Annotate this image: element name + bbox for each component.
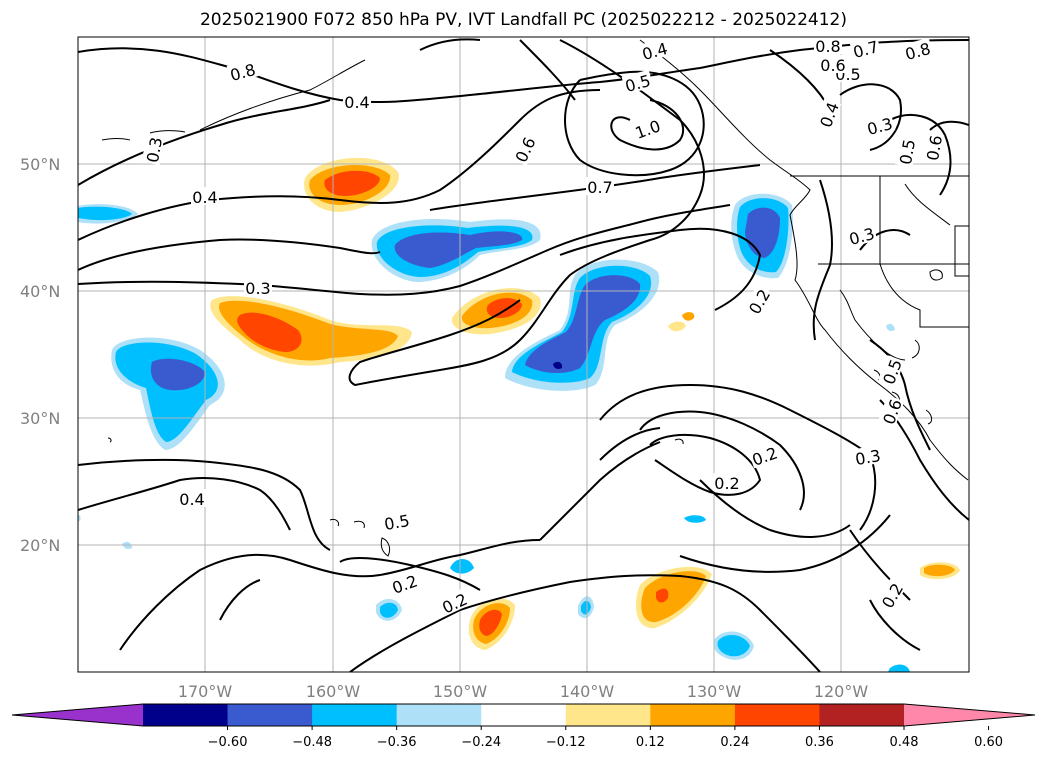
contour-label: 0.5 <box>896 138 919 166</box>
colorbar-segment <box>396 704 482 726</box>
colorbar-tick-label: 0.48 <box>890 735 919 750</box>
contour-label-bg <box>852 444 884 468</box>
negative-anomaly-coast <box>731 193 793 279</box>
negative-anomaly-central <box>505 259 660 391</box>
lon-label: 120°W <box>814 682 869 701</box>
colorbar-tick-label: −0.48 <box>292 735 332 750</box>
contour-label-bg <box>876 578 907 612</box>
contour-label: 0.3 <box>245 279 270 298</box>
contour-label: 0.5 <box>383 511 411 534</box>
contour-label: 0.2 <box>714 474 739 493</box>
colorbar-segment <box>650 704 736 726</box>
map-frame <box>77 36 970 673</box>
colorbar-segment <box>819 704 905 726</box>
contour-label-bg <box>921 132 945 164</box>
lat-label: 50°N <box>20 155 60 174</box>
shading-layer <box>78 157 960 672</box>
negative-anomaly-left-edge <box>78 204 138 224</box>
contour-label-bg <box>814 37 842 54</box>
lon-label: 170°W <box>178 682 233 701</box>
colorbar-outline <box>11 703 1036 727</box>
contour-label-bg <box>748 441 781 469</box>
colorbar-segment <box>143 704 229 726</box>
longitude-labels: 170°W 160°W 150°W 140°W 130°W 120°W <box>178 682 869 701</box>
colorbar-tick-label: −0.36 <box>377 735 417 750</box>
contour-label-bg <box>894 136 918 168</box>
contour-label-bg <box>621 69 654 95</box>
contour-label: 0.7 <box>587 178 612 197</box>
contour-label: 0.4 <box>192 188 217 207</box>
contour-label: 0.3 <box>854 446 882 469</box>
colorbar-segment <box>227 704 313 726</box>
negative-anomaly-west <box>111 337 225 450</box>
contour-label-bg <box>819 55 847 73</box>
colorbar-tick-label: −0.12 <box>546 735 586 750</box>
contour-label: 0.4 <box>179 490 204 509</box>
colorbar-segment <box>312 704 398 726</box>
positive-anomaly-west <box>210 296 412 366</box>
contour-label: 0.8 <box>815 37 840 56</box>
positive-anomaly-south <box>468 312 960 650</box>
contour-label-bg <box>877 395 905 428</box>
latitude-labels: 50°N 40°N 30°N 20°N <box>20 155 60 555</box>
colorbar-tick-label: 0.60 <box>974 735 1003 750</box>
contour-label-bg <box>631 114 664 142</box>
colorbar-tick-label: 0.24 <box>720 735 749 750</box>
contour-label: 0.6 <box>923 134 946 162</box>
colorbar-extend-high <box>904 704 1035 726</box>
contour-label-bg <box>343 92 371 110</box>
contour-label-bg <box>845 222 878 248</box>
map-title: 2025021900 F072 850 hPa PV, IVT Landfall… <box>199 10 847 30</box>
colorbar-tick-label: −0.60 <box>208 735 248 750</box>
contour-label-bg <box>638 37 671 63</box>
contour-label-bg <box>814 98 842 131</box>
pv-contours <box>78 38 969 672</box>
contour-label-bg <box>191 187 219 205</box>
colorbar-segment <box>481 704 567 726</box>
contour-label-bg <box>863 112 896 138</box>
contour-label-bg <box>178 489 206 507</box>
gridlines <box>78 37 969 672</box>
contour-label-bg <box>510 132 539 166</box>
contour-label-bg <box>244 278 272 296</box>
contour-label-bg <box>141 134 165 166</box>
contour-label: 0.6 <box>820 56 845 75</box>
colorbar-extend-low <box>12 704 143 726</box>
lat-label: 20°N <box>20 536 60 555</box>
lat-label: 30°N <box>20 409 60 428</box>
negative-anomaly-north <box>371 219 541 282</box>
contour-label-bg <box>437 588 471 617</box>
contour-label-bg <box>901 37 934 63</box>
contour-label-bg <box>877 355 905 388</box>
lon-label: 140°W <box>560 682 615 701</box>
contour-label-bg <box>381 509 413 533</box>
colorbar-tick-label: 0.12 <box>636 735 665 750</box>
lon-label: 160°W <box>306 682 361 701</box>
colorbar-segment <box>734 704 820 726</box>
colorbar: −0.60 −0.48 −0.36 −0.24 −0.12 0.12 0.24 0.36 0.4… <box>11 703 1036 750</box>
lon-label: 130°W <box>687 682 742 701</box>
negative-anomaly-small <box>78 323 910 672</box>
lon-label: 150°W <box>433 682 488 701</box>
contour-label-bg <box>713 473 741 491</box>
contour-label-bg <box>743 284 774 318</box>
lat-label: 40°N <box>20 282 60 301</box>
contour-label-bg <box>388 569 421 597</box>
contour-label: 0.4 <box>344 93 369 112</box>
colorbar-segment <box>565 704 651 726</box>
contour-label-bg <box>586 177 614 195</box>
contour-labels: 0.4 0.8 0.7 0.80.50.60.50.81.00.40.30.5 0.60… <box>141 37 946 618</box>
colorbar-tick-label: 0.36 <box>805 735 834 750</box>
contour-label: 0.3 <box>143 136 166 164</box>
contour-label-bg <box>849 37 882 61</box>
contour-label-bg <box>226 58 259 84</box>
colorbar-tick-label: −0.24 <box>461 735 501 750</box>
positive-anomaly-central <box>451 288 541 335</box>
